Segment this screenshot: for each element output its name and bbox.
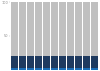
Bar bbox=[19, 2, 26, 56]
Bar bbox=[11, 68, 18, 70]
Bar bbox=[11, 2, 18, 56]
Bar bbox=[35, 56, 42, 68]
Bar bbox=[43, 2, 50, 56]
Bar bbox=[67, 2, 74, 56]
Bar bbox=[11, 56, 18, 68]
Bar bbox=[43, 68, 50, 70]
Bar bbox=[59, 68, 66, 70]
Bar bbox=[27, 56, 34, 68]
Bar bbox=[91, 2, 98, 56]
Bar bbox=[51, 68, 58, 70]
Bar bbox=[43, 56, 50, 68]
Bar bbox=[75, 56, 82, 68]
Bar bbox=[35, 2, 42, 56]
Bar bbox=[51, 2, 58, 56]
Bar bbox=[91, 56, 98, 68]
Bar bbox=[67, 68, 74, 70]
Bar bbox=[51, 56, 58, 68]
Bar bbox=[67, 56, 74, 68]
Bar bbox=[59, 56, 66, 68]
Bar bbox=[75, 68, 82, 70]
Bar bbox=[83, 68, 90, 70]
Bar bbox=[83, 2, 90, 56]
Bar bbox=[19, 56, 26, 68]
Bar bbox=[27, 2, 34, 56]
Bar bbox=[83, 56, 90, 68]
Bar bbox=[59, 2, 66, 56]
Bar bbox=[35, 68, 42, 70]
Bar bbox=[75, 2, 82, 56]
Bar bbox=[19, 68, 26, 70]
Bar bbox=[91, 68, 98, 70]
Bar bbox=[27, 68, 34, 70]
